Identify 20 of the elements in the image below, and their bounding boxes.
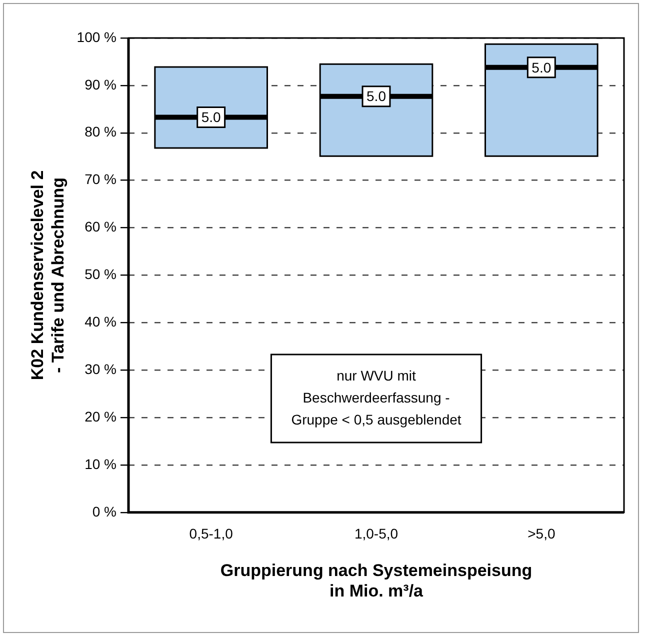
y-tick-label: 60 % [84,218,116,235]
x-axis-title: Gruppierung nach Systemeinspeisung in Mio. m³/a [220,561,532,600]
y-tick-label: 0 % [92,503,116,520]
y-tick-label: 90 % [84,76,116,92]
y-tick-label: 40 % [84,314,116,330]
y-tick-label: 50 % [84,266,116,282]
y-tick-label: 20 % [84,408,116,424]
y-tick-label: 30 % [84,360,116,377]
x-tick-label: 0,5-1,0 [189,526,234,542]
y-tick-label: 100 % [76,28,116,45]
y-axis-title: K02 Kundenservicelevel 2 - Tarife und Abrechnung [28,170,68,380]
x-tick-label: >5,0 [528,526,556,542]
annotation: 5.0 [201,109,222,126]
x-tick-label: 1,0-5,0 [354,526,398,542]
y-tick-label: 80 % [84,124,116,140]
y-tick-label: 10 % [84,456,116,472]
y-tick-label: 70 % [84,171,116,188]
annotation: 5.0 [532,59,552,76]
annotation: nur WVU mit Beschwerdeerfassung - Gruppe < 0,5 ausgeblendet [291,367,462,428]
annotation: 5.0 [366,88,386,104]
